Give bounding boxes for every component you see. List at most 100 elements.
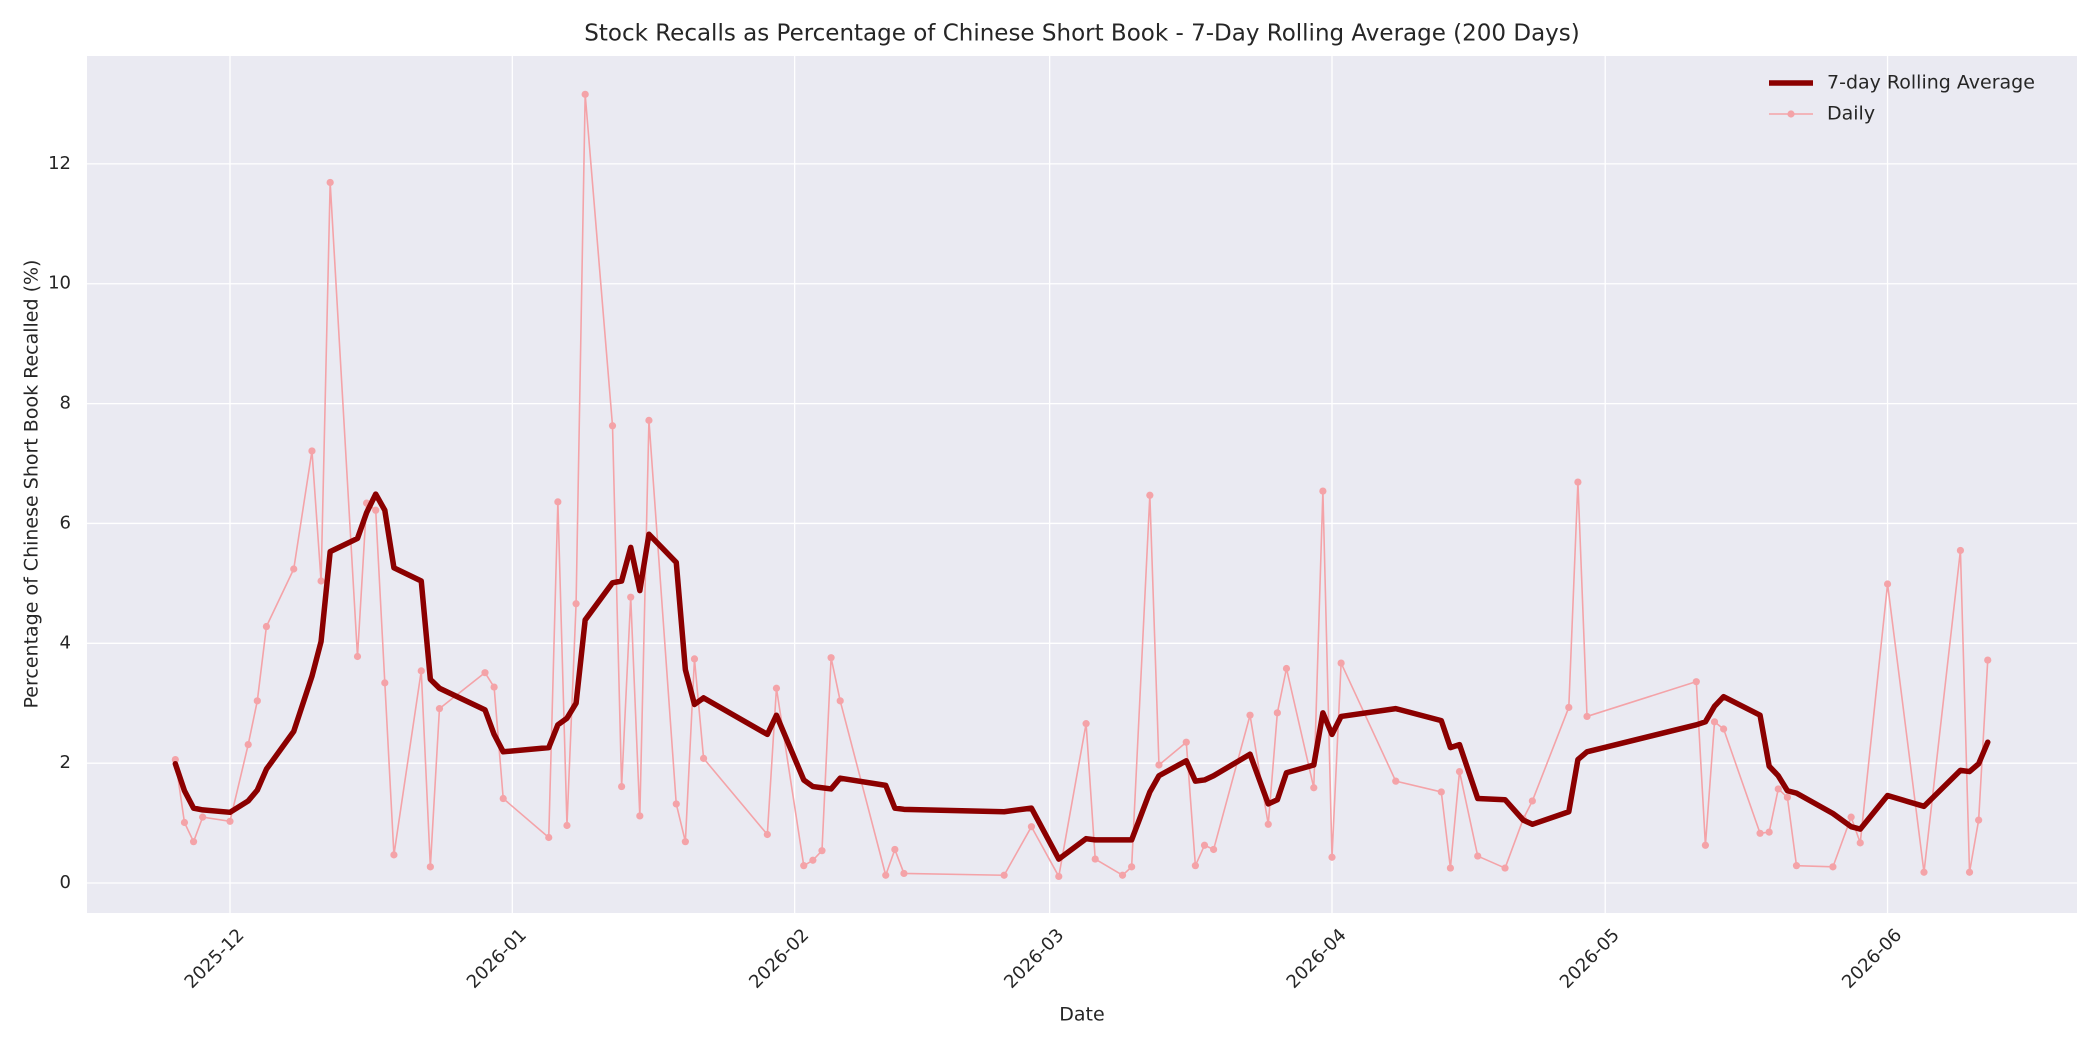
data-point — [1282, 664, 1291, 673]
data-point — [690, 655, 699, 663]
data-point — [809, 856, 817, 864]
data-point — [244, 740, 252, 749]
data-point — [882, 871, 890, 879]
data-point — [290, 565, 298, 573]
data-point — [618, 782, 626, 791]
data-point — [1191, 862, 1199, 870]
x-tick-label: 2026-04 — [1283, 925, 1351, 993]
data-point — [836, 697, 844, 705]
data-point — [1319, 487, 1327, 495]
x-tick-label: 2026-06 — [1838, 925, 1906, 993]
x-tick-label: 2026-01 — [463, 925, 531, 993]
data-point — [554, 498, 562, 506]
data-point — [1701, 841, 1710, 849]
y-tick-label: 0 — [60, 872, 71, 893]
plot-background — [87, 56, 2077, 913]
data-point — [818, 847, 826, 855]
data-point — [563, 821, 571, 830]
data-point — [499, 794, 507, 803]
data-point — [372, 506, 380, 514]
data-point — [1118, 871, 1127, 879]
x-tick-label: 2026-02 — [745, 925, 813, 993]
data-point — [1528, 797, 1536, 805]
data-point — [1027, 823, 1036, 831]
data-point — [1055, 872, 1063, 881]
data-point — [1155, 761, 1163, 769]
y-axis-label: Percentage of Chinese Short Book Recalle… — [21, 260, 43, 709]
data-point — [1474, 852, 1482, 860]
data-point — [171, 755, 179, 764]
data-point — [1574, 478, 1582, 486]
data-point — [1756, 829, 1764, 837]
data-point — [891, 845, 899, 854]
data-point — [1920, 868, 1928, 876]
data-point — [1455, 767, 1464, 776]
data-point — [1200, 841, 1209, 849]
data-point — [1774, 785, 1782, 793]
legend: 7-day Rolling Average Daily — [1769, 72, 2035, 125]
data-point — [1091, 855, 1099, 863]
data-point — [699, 754, 708, 762]
x-tick-label: 2025-12 — [181, 925, 249, 993]
data-point — [545, 833, 553, 842]
data-point — [772, 684, 781, 692]
data-point — [390, 851, 398, 859]
data-point — [636, 812, 644, 820]
data-point — [1264, 820, 1272, 828]
data-point — [763, 830, 771, 839]
data-point — [1146, 491, 1154, 499]
data-point — [800, 862, 808, 870]
data-point — [1856, 839, 1864, 847]
data-point — [1000, 871, 1008, 879]
data-point — [1128, 863, 1136, 871]
data-point — [1328, 853, 1336, 861]
legend-label: Daily — [1827, 103, 1875, 125]
data-point — [827, 654, 835, 662]
data-point — [253, 697, 261, 705]
data-point — [435, 705, 444, 713]
data-point — [1446, 864, 1455, 872]
y-tick-label: 8 — [60, 393, 71, 414]
data-point — [608, 422, 617, 430]
data-point — [1792, 862, 1801, 870]
data-point — [1437, 788, 1445, 796]
data-point — [262, 622, 271, 631]
x-tick-label: 2026-03 — [1000, 925, 1068, 993]
data-point — [1583, 712, 1591, 721]
data-point — [417, 667, 425, 675]
data-line — [172, 491, 1991, 862]
x-tick-label: 2026-05 — [1556, 925, 1624, 993]
data-point — [1710, 718, 1719, 726]
data-point — [627, 593, 635, 601]
x-axis-label: Date — [1059, 1004, 1104, 1026]
data-point — [1975, 816, 1983, 824]
data-point — [481, 669, 489, 677]
data-point — [1392, 777, 1400, 785]
data-point — [1246, 711, 1254, 719]
data-point — [353, 652, 362, 661]
series — [171, 90, 1992, 881]
data-point — [1310, 784, 1318, 792]
data-point — [1765, 828, 1773, 836]
data-point — [1847, 813, 1855, 821]
legend-marker — [1787, 110, 1795, 118]
data-point — [1082, 720, 1090, 728]
data-point — [180, 818, 189, 827]
data-point — [326, 178, 334, 187]
data-point — [900, 869, 908, 878]
data-point — [581, 90, 589, 98]
y-tick-label: 4 — [60, 632, 71, 653]
data-point — [426, 863, 434, 871]
data-point — [1565, 703, 1573, 712]
data-point — [1501, 864, 1509, 872]
data-point — [672, 800, 680, 808]
data-point — [199, 813, 207, 821]
data-point — [1273, 709, 1281, 717]
data-point — [1210, 845, 1218, 854]
legend-label: 7-day Rolling Average — [1827, 72, 2035, 94]
data-point — [381, 679, 389, 687]
data-point — [1883, 580, 1892, 588]
data-point — [1984, 656, 1992, 664]
data-point — [1182, 738, 1190, 746]
